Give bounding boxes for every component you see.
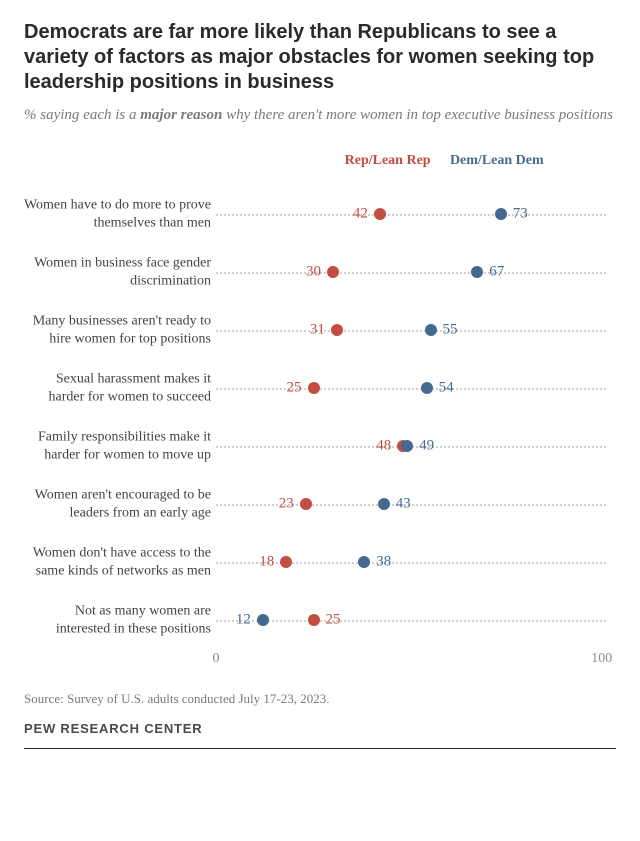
subtitle-post: why there aren't more women in top execu… <box>222 107 613 123</box>
rep-value: 25 <box>326 612 341 629</box>
dotted-line <box>216 272 606 274</box>
dem-dot <box>401 440 413 452</box>
chart-row: Women don't have access to the same kind… <box>24 533 616 591</box>
source-note: Source: Survey of U.S. adults conducted … <box>24 691 616 707</box>
row-label: Not as many women are interested in thes… <box>21 603 211 638</box>
row-label: Family responsibilities make it harder f… <box>21 429 211 464</box>
dotted-line <box>216 330 606 332</box>
rep-dot <box>374 208 386 220</box>
rep-value: 23 <box>279 496 294 513</box>
dem-dot <box>421 382 433 394</box>
dem-dot <box>495 208 507 220</box>
dem-dot <box>257 614 269 626</box>
rep-dot <box>280 556 292 568</box>
rep-value: 18 <box>259 554 274 571</box>
axis-min: 0 <box>213 651 220 667</box>
rep-dot <box>308 382 320 394</box>
row-track: 30 67 <box>216 266 606 278</box>
row-track: 1838 <box>216 556 606 568</box>
row-label: Women don't have access to the same kind… <box>21 545 211 580</box>
brand-footer: PEW RESEARCH CENTER <box>24 721 616 736</box>
chart-row: Sexual harassment makes it harder for wo… <box>24 359 616 417</box>
chart-title: Democrats are far more likely than Repub… <box>24 20 616 95</box>
chart-row: Not as many women are interested in thes… <box>24 591 616 649</box>
dem-dot <box>378 498 390 510</box>
row-label: Women have to do more to prove themselve… <box>21 197 211 232</box>
chart-rows: Women have to do more to prove themselve… <box>24 185 616 649</box>
dem-value: 73 <box>513 206 528 223</box>
row-track: 23 43 <box>216 498 606 510</box>
dotted-line <box>216 388 606 390</box>
rep-dot <box>308 614 320 626</box>
row-label: Many businesses aren't ready to hire wom… <box>21 313 211 348</box>
chart-row: Women aren't encouraged to be leaders fr… <box>24 475 616 533</box>
rep-dot <box>327 266 339 278</box>
dem-value: 67 <box>489 264 504 281</box>
row-track: 48 49 <box>216 440 606 452</box>
row-track: 25 54 <box>216 382 606 394</box>
axis-max: 100 <box>591 651 612 667</box>
chart-subtitle: % saying each is a major reason why ther… <box>24 105 616 125</box>
dotted-line <box>216 504 606 506</box>
rep-value: 42 <box>353 206 368 223</box>
row-track: 42 73 <box>216 208 606 220</box>
dem-dot <box>358 556 370 568</box>
legend-dem: Dem/Lean Dem <box>450 153 544 169</box>
dem-value: 38 <box>376 554 391 571</box>
dotted-line <box>216 214 606 216</box>
row-track: 25 12 <box>216 614 606 626</box>
rep-dot <box>300 498 312 510</box>
rep-value: 25 <box>287 380 302 397</box>
row-label: Sexual harassment makes it harder for wo… <box>21 371 211 406</box>
rep-value: 31 <box>310 322 325 339</box>
legend: Rep/Lean Rep Dem/Lean Dem <box>24 153 616 179</box>
dem-value: 12 <box>236 612 251 629</box>
chart-row: Family responsibilities make it harder f… <box>24 417 616 475</box>
dem-value: 54 <box>439 380 454 397</box>
chart-row: Many businesses aren't ready to hire wom… <box>24 301 616 359</box>
row-track: 31 55 <box>216 324 606 336</box>
x-axis: 0 100 <box>216 651 606 673</box>
rep-dot <box>331 324 343 336</box>
dem-value: 43 <box>396 496 411 513</box>
row-label: Women aren't encouraged to be leaders fr… <box>21 487 211 522</box>
chart-row: Women have to do more to prove themselve… <box>24 185 616 243</box>
dem-value: 55 <box>443 322 458 339</box>
dotted-line <box>216 562 606 564</box>
row-label: Women in business face gender discrimina… <box>21 255 211 290</box>
subtitle-pre: % saying each is a <box>24 107 140 123</box>
dotplot-chart: Rep/Lean Rep Dem/Lean Dem Women have to … <box>24 153 616 673</box>
dotted-line <box>216 620 606 622</box>
dem-value: 49 <box>419 438 434 455</box>
chart-row: Women in business face gender discrimina… <box>24 243 616 301</box>
rep-value: 30 <box>306 264 321 281</box>
subtitle-bold: major reason <box>140 107 222 123</box>
legend-rep: Rep/Lean Rep <box>345 153 431 169</box>
dem-dot <box>425 324 437 336</box>
rep-value: 48 <box>376 438 391 455</box>
footer-divider <box>24 748 616 749</box>
dem-dot <box>471 266 483 278</box>
